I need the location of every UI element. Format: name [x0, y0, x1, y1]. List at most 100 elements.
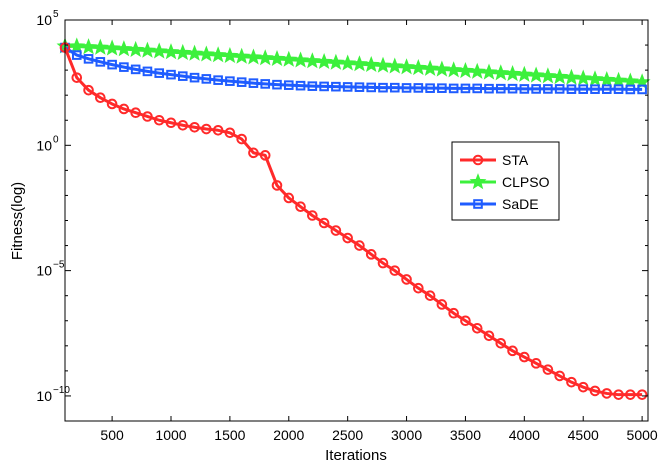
y-tick-label-exponent: 0 — [53, 134, 59, 145]
data-point-clpso — [480, 63, 498, 80]
data-point-clpso — [115, 40, 133, 57]
data-point-clpso — [586, 70, 604, 87]
data-point-sta — [365, 249, 377, 260]
data-point-clpso — [468, 62, 486, 79]
data-point-clpso — [327, 53, 345, 70]
data-point-sta — [354, 240, 365, 251]
data-point-sta — [118, 103, 130, 115]
data-point-sade — [389, 82, 400, 93]
legend-swatch-marker — [472, 154, 484, 166]
data-point-sade — [283, 80, 294, 90]
data-point-sade — [354, 82, 365, 92]
data-point-sade — [531, 84, 541, 94]
data-point-sta — [589, 385, 601, 397]
data-point-sta — [507, 345, 518, 357]
y-tick-label-base: 10 — [36, 137, 52, 153]
y-tick-label-base: 10 — [36, 12, 52, 28]
data-point-sade — [130, 64, 141, 75]
x-tick-label: 4500 — [568, 427, 599, 443]
data-point-sade — [495, 83, 506, 94]
data-point-clpso — [233, 47, 251, 64]
x-tick-label: 3500 — [450, 427, 481, 443]
data-point-sta — [530, 358, 542, 369]
data-point-sade — [437, 83, 447, 93]
data-point-sta — [177, 119, 189, 131]
data-point-clpso — [256, 49, 274, 66]
data-point-sade — [590, 84, 600, 94]
data-point-clpso — [280, 50, 298, 67]
y-axis-label: Fitness(log) — [9, 182, 26, 260]
data-point-clpso — [350, 55, 368, 72]
data-point-sade — [95, 57, 106, 67]
data-point-sade — [625, 84, 636, 95]
data-point-sta — [554, 370, 565, 382]
data-point-sade — [201, 74, 212, 84]
data-point-sade — [331, 81, 341, 92]
data-point-sade — [578, 84, 589, 94]
x-tick-label: 500 — [100, 427, 124, 443]
data-point-sta — [424, 290, 436, 301]
data-point-sade — [236, 77, 247, 87]
data-point-sade — [519, 84, 530, 94]
data-point-sta — [613, 389, 624, 400]
data-point-clpso — [162, 43, 180, 60]
data-point-sta — [212, 124, 224, 136]
data-point-clpso — [374, 56, 392, 73]
legend-label: STA — [502, 152, 529, 168]
data-point-clpso — [562, 68, 580, 85]
data-point-clpso — [303, 52, 321, 69]
data-point-sade — [378, 82, 388, 93]
data-point-clpso — [197, 45, 215, 62]
data-point-clpso — [103, 39, 121, 56]
x-tick-label: 4000 — [509, 427, 540, 443]
data-point-sta — [636, 389, 648, 400]
data-point-sade — [472, 83, 483, 94]
y-tick-label-base: 10 — [36, 263, 52, 279]
x-axis-label: Iterations — [325, 447, 387, 464]
y-tick-label-base: 10 — [36, 388, 52, 404]
legend-label: SaDE — [502, 196, 539, 212]
data-point-sta — [389, 265, 401, 276]
legend-swatch-marker — [473, 199, 483, 209]
data-point-sta — [377, 257, 389, 269]
legend-swatch-marker — [469, 173, 487, 190]
data-point-clpso — [621, 72, 639, 89]
data-point-clpso — [127, 40, 145, 58]
data-point-sta — [495, 338, 507, 349]
data-point-clpso — [339, 54, 357, 71]
data-point-sta — [625, 389, 636, 400]
x-tick-label: 5000 — [627, 427, 658, 443]
data-point-sade — [425, 83, 435, 93]
data-point-clpso — [209, 46, 227, 63]
data-point-sta — [460, 315, 471, 327]
data-point-clpso — [492, 64, 510, 81]
data-point-clpso — [362, 55, 380, 73]
data-point-sade — [154, 68, 165, 78]
data-point-sta — [295, 201, 306, 213]
data-point-sade — [189, 72, 200, 83]
y-tick-label-exponent: −10 — [53, 385, 70, 396]
data-point-sta — [448, 307, 459, 319]
data-point-sta — [436, 299, 448, 310]
data-point-sade — [637, 84, 647, 95]
axes-layer: 500 1000 1500 2000 2500 3000 3500 4000 4500 5000 1… — [36, 9, 657, 443]
data-point-sta — [342, 232, 353, 244]
data-point-clpso — [551, 67, 569, 85]
data-point-sta — [577, 381, 589, 393]
data-point-sade — [507, 83, 518, 94]
data-point-sta — [601, 388, 613, 399]
data-point-sta — [283, 192, 295, 204]
data-point-clpso — [598, 71, 616, 88]
data-point-clpso — [138, 41, 156, 58]
data-point-clpso — [456, 61, 474, 79]
data-point-clpso — [292, 51, 310, 68]
data-point-sta — [566, 376, 577, 388]
data-point-sade — [260, 79, 271, 89]
data-point-sade — [460, 83, 471, 94]
data-point-sade — [613, 84, 624, 94]
data-point-sta — [224, 127, 236, 139]
legend-entry-clpso: CLPSO — [460, 173, 550, 190]
data-point-clpso — [244, 48, 262, 65]
series-clpso — [56, 37, 651, 90]
